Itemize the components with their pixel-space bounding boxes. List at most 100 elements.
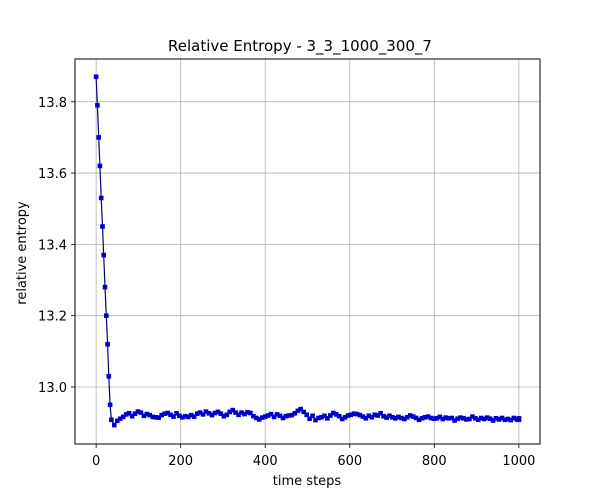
data-point [295,408,301,414]
data-point [254,415,259,421]
data-point [100,224,105,229]
data-point [390,415,395,420]
data-point [410,414,416,419]
data-point [452,418,457,423]
data-point [95,103,100,108]
data-point [101,252,106,258]
data-point [307,416,312,421]
x-tick-label: 600 [337,454,362,469]
data-point [336,413,342,419]
data-point [443,415,448,420]
data-point [123,412,129,417]
data-point [511,415,517,421]
data-point [162,411,167,416]
data-point [467,416,472,422]
data-point [209,412,215,418]
data-point [265,413,271,418]
data-point [174,411,179,416]
data-point [102,284,108,290]
y-tick-label: 13.2 [38,310,67,325]
data-point [96,135,101,140]
data-point [112,422,117,428]
data-point [478,415,484,421]
data-point [194,411,200,416]
x-tick-label: 1000 [502,454,535,469]
data-point [446,416,451,421]
x-tick-label: 800 [422,454,447,469]
data-point [384,415,389,420]
data-point [245,410,250,415]
data-point [354,411,360,417]
data-point [425,414,431,419]
data-point [212,410,218,416]
data-point [496,417,502,422]
data-point [310,413,315,419]
data-point [138,410,144,415]
data-point [405,415,410,420]
data-point [156,415,161,420]
data-point [283,413,289,419]
data-point [360,414,366,419]
data-point [215,409,221,415]
data-point [396,414,401,420]
grid-layer [75,59,540,444]
data-point [197,410,203,415]
plot-frame [74,58,541,445]
data-point [177,413,182,419]
data-point [271,414,277,420]
data-point [153,415,158,420]
data-point [369,415,375,420]
data-point [280,415,286,421]
data-point [248,410,253,416]
data-point [224,412,230,418]
data-point [230,407,235,413]
data-point [473,416,478,421]
data-point [381,413,386,419]
data-point [428,415,434,421]
data-point [455,416,460,421]
data-point [236,412,241,418]
data-point [470,414,475,419]
data-point [316,415,321,421]
data-point [301,409,306,415]
data-point [345,413,351,418]
data-point [416,417,422,423]
data-point [191,414,197,419]
data-point [458,415,463,420]
data-point [407,413,413,418]
data-point [357,412,363,418]
data-point [200,412,206,417]
data-point [274,412,280,417]
data-point [120,414,126,420]
data-point [150,414,156,420]
x-axis-label: time steps [273,474,342,489]
data-point [505,416,511,422]
data-point [313,417,318,423]
data-point [298,406,303,412]
data-point [168,412,173,418]
data-point [107,402,113,408]
x-tick-label: 200 [168,454,193,469]
data-point [363,416,369,421]
data-point [319,415,324,420]
data-point [135,409,141,414]
data-point [508,417,514,423]
data-point [221,413,227,419]
data-point [132,411,138,416]
y-tick-label: 13.0 [38,381,67,396]
data-point [257,417,262,422]
data-point [171,414,176,419]
data-point [437,414,443,420]
data-point [218,411,224,416]
data-point [98,195,104,201]
data-point [342,415,348,420]
data-point [431,416,437,421]
data-point [147,412,153,418]
data-point [109,417,114,423]
tick-layer: 0 200 400 600 800 1000 13.0 13.2 13.4 13.6 13.8 [38,96,535,469]
data-point [487,416,493,421]
data-point [422,415,428,420]
data-point [97,163,103,169]
series-line-layer [95,76,520,427]
data-point [402,416,407,422]
